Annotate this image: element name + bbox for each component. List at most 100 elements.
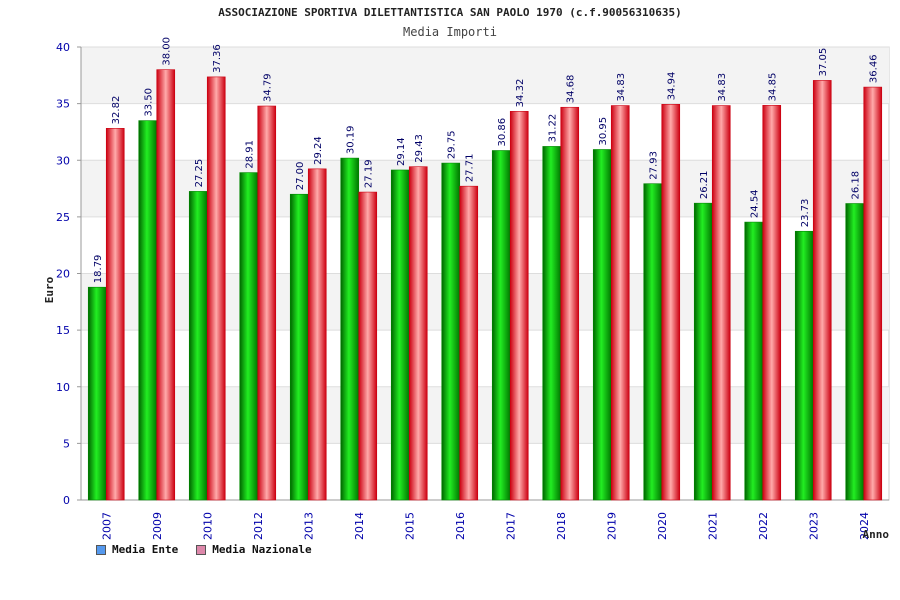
x-tick-label: 2019 (605, 512, 618, 540)
data-label-nazionale: 27.71 (465, 154, 476, 183)
bar-ente (744, 221, 764, 501)
x-tick-label: 2021 (706, 512, 719, 540)
bar-ente (693, 202, 713, 501)
legend-swatch-ente (96, 544, 106, 555)
bar-ente (491, 150, 511, 501)
bar-ente (239, 172, 259, 501)
data-label-ente: 23.73 (800, 199, 811, 228)
chart-legend: Media Ente Media Nazionale (96, 543, 312, 556)
y-tick-label: 5 (63, 437, 70, 450)
bar-ente (87, 286, 107, 501)
bar-ente (592, 149, 612, 501)
x-axis-label: Anno (863, 528, 890, 541)
legend-label-ente: Media Ente (112, 543, 179, 556)
data-label-ente: 27.00 (295, 162, 306, 191)
x-tick-label: 2024 (858, 512, 871, 540)
legend-item-ente: Media Ente (96, 543, 178, 556)
y-tick-label: 20 (56, 268, 70, 281)
x-tick-label: 2017 (504, 512, 517, 540)
bar-nazionale (307, 168, 327, 501)
data-label-ente: 30.19 (346, 125, 357, 154)
legend-swatch-nazionale (196, 544, 207, 555)
bar-nazionale (610, 105, 630, 501)
data-label-ente: 31.22 (548, 114, 559, 143)
data-label-ente: 26.18 (851, 171, 862, 200)
x-tick-label: 2016 (454, 512, 467, 540)
bar-nazionale (408, 166, 428, 501)
bar-nazionale (711, 105, 731, 501)
data-label-ente: 29.75 (447, 130, 458, 159)
bar-ente (542, 146, 562, 501)
data-label-nazionale: 29.43 (414, 134, 425, 163)
data-label-nazionale: 38.00 (162, 37, 173, 66)
x-tick-label: 2018 (555, 512, 568, 540)
data-label-ente: 29.14 (396, 137, 407, 166)
bar-nazionale (257, 105, 277, 501)
data-label-nazionale: 34.85 (768, 73, 779, 102)
data-label-nazionale: 34.32 (515, 79, 526, 108)
x-tick-label: 2020 (656, 512, 669, 540)
y-tick-label: 40 (56, 41, 70, 54)
data-label-ente: 26.21 (699, 171, 710, 200)
data-label-nazionale: 32.82 (111, 96, 122, 125)
bar-ente (643, 183, 663, 501)
data-label-nazionale: 34.79 (263, 73, 274, 102)
data-label-nazionale: 37.05 (818, 48, 829, 77)
bar-ente (794, 230, 814, 501)
bar-ente (441, 162, 461, 501)
chart-subtitle: Media Importi (403, 25, 497, 39)
x-tick-label: 2012 (252, 512, 265, 540)
x-tick-label: 2014 (353, 512, 366, 540)
data-label-nazionale: 34.83 (717, 73, 728, 102)
data-label-ente: 18.79 (93, 255, 104, 284)
data-label-ente: 24.54 (750, 189, 761, 218)
bar-nazionale (509, 111, 529, 501)
data-label-nazionale: 36.46 (869, 54, 880, 83)
chart-title: ASSOCIAZIONE SPORTIVA DILETTANTISTICA SA… (218, 6, 682, 19)
data-label-ente: 33.50 (144, 88, 155, 117)
bar-nazionale (863, 86, 883, 501)
bar-nazionale (206, 76, 226, 501)
y-tick-label: 15 (56, 324, 70, 337)
x-tick-label: 2009 (151, 512, 164, 540)
y-tick-label: 30 (56, 154, 70, 167)
data-label-nazionale: 34.83 (616, 73, 627, 102)
x-tick-label: 2022 (757, 512, 770, 540)
bar-ente (289, 193, 309, 501)
x-tick-label: 2010 (201, 512, 214, 540)
bar-nazionale (560, 106, 580, 501)
y-tick-label: 25 (56, 211, 70, 224)
data-label-nazionale: 37.36 (212, 44, 223, 73)
bar-nazionale (105, 128, 125, 501)
y-tick-label: 0 (63, 494, 70, 507)
bar-nazionale (459, 185, 479, 501)
data-label-ente: 30.95 (598, 117, 609, 146)
bar-ente (340, 157, 360, 501)
bar-ente (390, 169, 410, 501)
bar-nazionale (812, 80, 832, 501)
y-tick-label: 10 (56, 381, 70, 394)
data-label-nazionale: 34.68 (566, 75, 577, 104)
bar-ente (188, 191, 208, 501)
legend-item-nazionale: Media Nazionale (196, 543, 312, 556)
data-label-nazionale: 34.94 (667, 72, 678, 101)
legend-label-nazionale: Media Nazionale (212, 543, 312, 556)
data-label-nazionale: 27.19 (364, 159, 375, 188)
bar-ente (138, 120, 158, 501)
bar-nazionale (358, 191, 378, 501)
y-tick-label: 35 (56, 98, 70, 111)
bar-nazionale (762, 105, 782, 501)
bar-ente (845, 203, 865, 501)
x-tick-label: 2015 (403, 512, 416, 540)
data-label-ente: 30.86 (497, 118, 508, 147)
x-tick-label: 2007 (100, 512, 113, 540)
x-tick-label: 2013 (302, 512, 315, 540)
x-tick-label: 2023 (807, 512, 820, 540)
bar-nazionale (156, 69, 176, 501)
data-label-ente: 27.93 (649, 151, 660, 180)
data-label-nazionale: 29.24 (313, 136, 324, 165)
y-axis-label: Euro (43, 276, 56, 303)
data-label-ente: 27.25 (194, 159, 205, 188)
bar-nazionale (661, 104, 681, 501)
